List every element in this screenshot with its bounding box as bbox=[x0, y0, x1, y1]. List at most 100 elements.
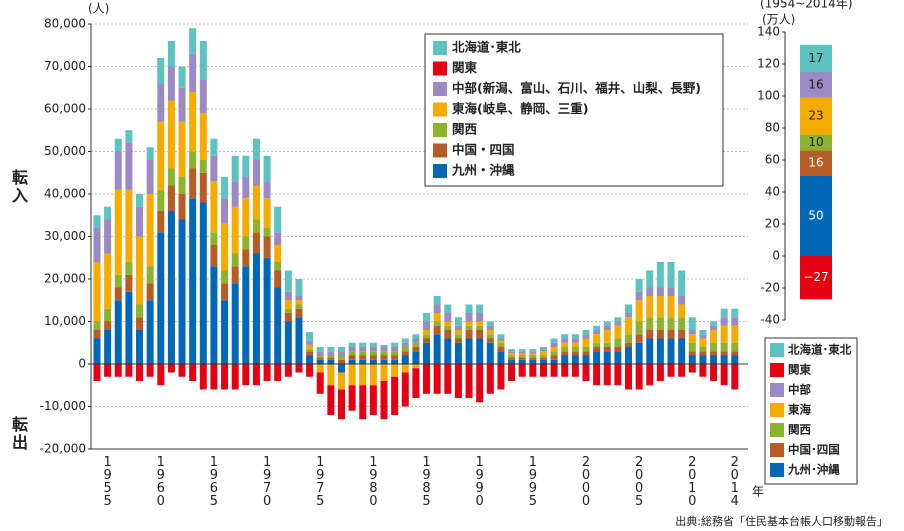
bar-segment bbox=[656, 287, 664, 296]
bar-segment bbox=[369, 347, 377, 352]
y-tick-label: -40 bbox=[760, 313, 780, 327]
data-label: 23 bbox=[808, 109, 823, 123]
bar-segment bbox=[539, 355, 547, 358]
legend-swatch bbox=[770, 383, 784, 397]
bar-segment bbox=[306, 332, 314, 341]
bar-segment bbox=[114, 364, 122, 377]
bar-segment bbox=[337, 389, 345, 420]
bar-segment bbox=[359, 364, 367, 386]
bar-segment bbox=[284, 313, 292, 322]
bar-segment bbox=[720, 351, 728, 356]
y-tick-label: -20,000 bbox=[40, 442, 86, 456]
bar-segment bbox=[710, 355, 718, 364]
bar-segment bbox=[561, 338, 569, 343]
bar-segment bbox=[550, 351, 558, 356]
bar-segment bbox=[497, 351, 505, 364]
bar-segment bbox=[104, 206, 112, 220]
bar-segment bbox=[667, 296, 675, 318]
bar-segment bbox=[731, 308, 739, 318]
bar-segment bbox=[401, 372, 409, 407]
bar-segment bbox=[454, 330, 462, 335]
bar-segment bbox=[635, 279, 643, 292]
bar-segment bbox=[582, 334, 590, 339]
bar-segment bbox=[167, 66, 175, 101]
bar-segment bbox=[401, 355, 409, 364]
bar-segment bbox=[104, 219, 112, 254]
bar-segment bbox=[263, 236, 271, 258]
bar-segment bbox=[423, 338, 431, 343]
bar-segment bbox=[486, 330, 494, 335]
bar-segment bbox=[699, 347, 707, 352]
bar-segment bbox=[454, 338, 462, 343]
bar-segment bbox=[731, 317, 739, 326]
bar-segment bbox=[699, 334, 707, 339]
bar-segment bbox=[518, 353, 526, 356]
bar-segment bbox=[646, 296, 654, 318]
bar-segment bbox=[444, 330, 452, 339]
bar-segment bbox=[454, 334, 462, 339]
bar-segment bbox=[242, 198, 250, 237]
bar-segment bbox=[625, 304, 632, 313]
bar-segment bbox=[189, 168, 197, 199]
bar-segment bbox=[497, 347, 505, 352]
bar-segment bbox=[508, 364, 516, 381]
bar-segment bbox=[295, 300, 303, 305]
bar-segment bbox=[369, 342, 377, 347]
bar-segment bbox=[380, 347, 388, 352]
bar-segment bbox=[603, 351, 611, 364]
bar-segment bbox=[167, 100, 175, 169]
bar-segment bbox=[561, 355, 569, 364]
bar-segment bbox=[550, 364, 558, 377]
bar-segment bbox=[221, 198, 229, 224]
bar-segment bbox=[242, 177, 250, 199]
y-tick-label: 60,000 bbox=[44, 102, 86, 116]
y-tick-label: -20 bbox=[760, 281, 780, 295]
bar-segment bbox=[125, 189, 133, 262]
bar-segment bbox=[550, 342, 558, 347]
bar-segment bbox=[136, 317, 144, 330]
y-tick-label: 30,000 bbox=[44, 229, 86, 243]
bar-segment bbox=[614, 347, 622, 352]
bar-segment bbox=[189, 53, 197, 92]
bar-segment bbox=[199, 113, 207, 160]
bar-segment bbox=[252, 138, 260, 160]
x-axis-label: 年 bbox=[752, 485, 764, 499]
bar-segment bbox=[539, 347, 547, 350]
legend-swatch bbox=[433, 41, 447, 55]
y-tick-label: 50,000 bbox=[44, 144, 86, 158]
y-tick-label: 40 bbox=[765, 185, 780, 199]
bar-segment bbox=[284, 270, 292, 292]
bar-segment bbox=[720, 308, 728, 318]
source: 出典:総務省「住民基本台帳人口移動報告」 bbox=[675, 514, 888, 528]
bar-segment bbox=[529, 353, 537, 356]
bar-segment bbox=[93, 321, 101, 330]
bar-segment bbox=[274, 270, 282, 288]
bar-segment bbox=[656, 317, 664, 330]
bar-segment bbox=[486, 334, 494, 339]
bar-segment bbox=[327, 347, 335, 352]
bar-segment bbox=[571, 364, 579, 377]
bar-segment bbox=[359, 342, 367, 347]
bar-segment bbox=[104, 253, 112, 309]
bar-segment bbox=[518, 357, 526, 360]
bar-segment bbox=[284, 308, 292, 313]
legend-label: 北海道･東北 bbox=[452, 40, 521, 55]
bar-segment bbox=[231, 181, 239, 207]
bar-segment bbox=[146, 266, 154, 284]
bar-segment bbox=[625, 342, 632, 347]
bar-segment bbox=[178, 66, 186, 88]
bar-segment bbox=[380, 359, 388, 364]
bar-segment bbox=[380, 381, 388, 420]
legend-label: 北海道･東北 bbox=[788, 343, 852, 357]
bar-segment bbox=[508, 349, 516, 352]
bar-segment bbox=[242, 155, 250, 177]
bar-segment bbox=[800, 256, 832, 300]
bar-segment bbox=[800, 150, 832, 176]
bar-segment bbox=[136, 364, 144, 381]
y-tick-label: 100 bbox=[757, 89, 780, 103]
bar-segment bbox=[593, 330, 601, 335]
bar-segment bbox=[295, 296, 303, 301]
bar-segment bbox=[114, 300, 122, 364]
bar-segment bbox=[688, 355, 696, 364]
